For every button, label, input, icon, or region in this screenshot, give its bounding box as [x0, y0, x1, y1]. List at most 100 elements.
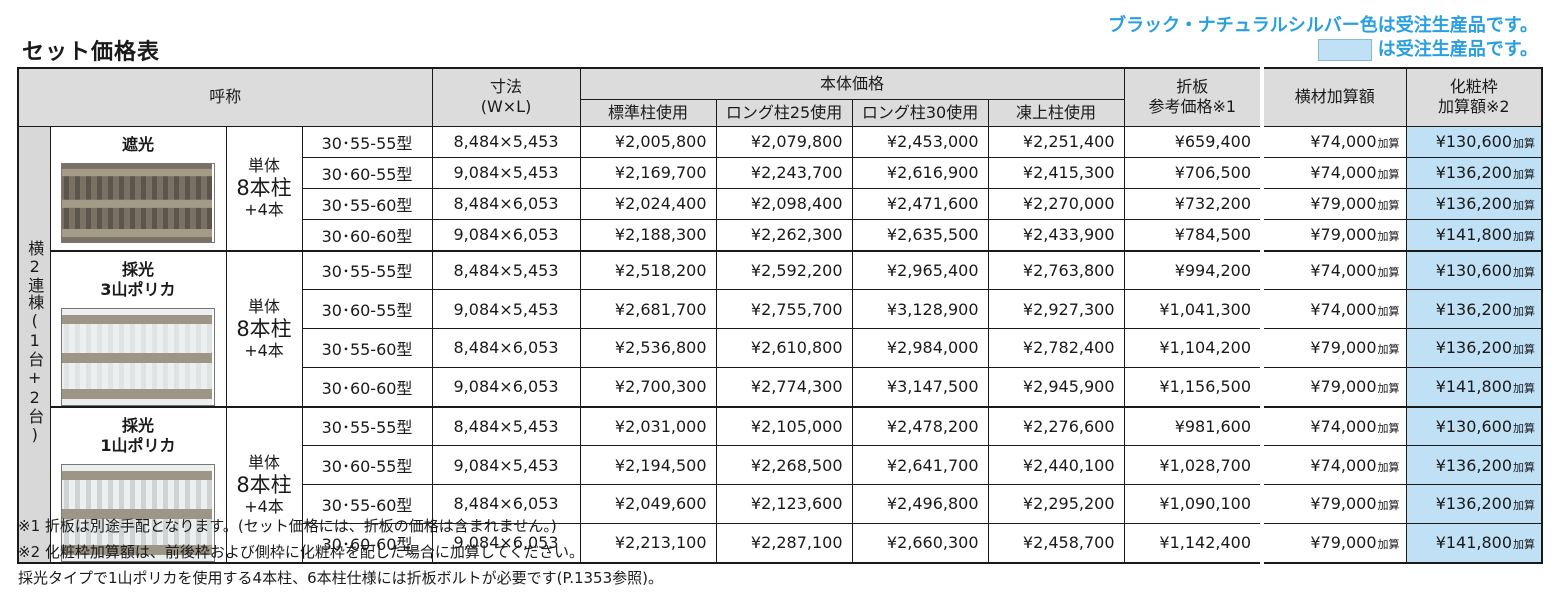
orioban-price-cell: ¥1,028,700: [1123, 445, 1263, 485]
kesho-add-cell: ¥141,800加算: [1405, 218, 1543, 251]
kesho-add-cell: ¥136,200加算: [1405, 289, 1543, 329]
kesho-add-cell: ¥136,200加算: [1405, 327, 1543, 368]
price-long30-cell: ¥2,660,300: [851, 522, 989, 564]
type-cell: 採光 3山ポリカ: [49, 250, 227, 407]
model-cell: 30･60-60型: [301, 522, 433, 564]
posts-cell: 単体 8本柱 +4本: [225, 250, 303, 407]
kesho-add-value: ¥141,800: [1435, 533, 1513, 553]
price-frost-cell: ¥2,276,600: [987, 405, 1125, 447]
add-suffix: 加算: [1513, 382, 1536, 396]
orioban-price-cell: ¥1,156,500: [1123, 366, 1263, 408]
price-standard-cell: ¥2,024,400: [579, 187, 717, 220]
table-row: 30･60-60型 9,084×6,053 ¥2,700,300 ¥2,774,300…: [18, 366, 1543, 408]
kesho-add-value: ¥130,600: [1435, 416, 1513, 436]
add-suffix: 加算: [1513, 421, 1536, 435]
notice-line-2: は受注生産品です。: [1377, 39, 1538, 60]
dimension-cell: 8,484×6,053: [431, 327, 581, 368]
header-col-frost: 凍上柱使用: [987, 98, 1125, 127]
kesho-add-value: ¥136,200: [1435, 194, 1513, 213]
header-orioban-line2: 参考価格※1: [1148, 97, 1237, 117]
dimension-cell: 9,084×6,053: [431, 218, 581, 251]
yokozai-add-value: ¥79,000: [1310, 377, 1377, 397]
price-standard-cell: ¥2,031,000: [579, 405, 717, 447]
posts-line2: 8本柱: [236, 176, 292, 200]
kesho-add-cell: ¥141,800加算: [1405, 522, 1543, 564]
add-suffix: 加算: [1513, 199, 1536, 212]
price-long25-cell: ¥2,774,300: [715, 366, 853, 408]
yokozai-add-cell: ¥74,000加算: [1260, 156, 1407, 189]
add-suffix: 加算: [1377, 343, 1400, 357]
price-table: 呼称 寸法 (W×L) 本体価格 折板 参考価格※1 横材加算額 化粧枠 加算額…: [17, 67, 1544, 564]
add-suffix: 加算: [1513, 230, 1536, 243]
kesho-add-cell: ¥130,600加算: [1405, 125, 1543, 158]
dimension-cell: 9,084×5,453: [431, 156, 581, 189]
kesho-add-cell: ¥136,200加算: [1405, 156, 1543, 189]
yokozai-add-value: ¥74,000: [1310, 416, 1377, 436]
price-long25-cell: ¥2,268,500: [715, 445, 853, 485]
price-long30-cell: ¥3,128,900: [851, 289, 989, 329]
kesho-add-value: ¥136,200: [1435, 455, 1513, 475]
add-suffix: 加算: [1377, 382, 1400, 396]
yokozai-add-value: ¥74,000: [1310, 163, 1377, 182]
price-long30-cell: ¥2,641,700: [851, 445, 989, 485]
carport-photo: [61, 463, 215, 562]
dimension-cell: 8,484×5,453: [431, 125, 581, 158]
table-row: 採光 3山ポリカ 単体 8本柱 +4本 30･55-55型 8,484×5,453 ¥2,5…: [18, 249, 1543, 407]
yokozai-add-cell: ¥74,000加算: [1260, 405, 1407, 447]
group-label: 横2連棟(1台+2台): [25, 239, 45, 445]
kesho-add-cell: ¥136,200加算: [1405, 445, 1543, 485]
orioban-price-cell: ¥659,400: [1123, 125, 1263, 158]
yokozai-add-value: ¥79,000: [1310, 225, 1377, 244]
note-3: 採光タイプで1山ポリカを使用する4本柱、6本柱仕様には折板ボルトが必要です(P.…: [18, 569, 663, 587]
price-long25-cell: ¥2,755,700: [715, 289, 853, 329]
price-standard-cell: ¥2,188,300: [579, 218, 717, 251]
price-long30-cell: ¥2,471,600: [851, 187, 989, 220]
yokozai-add-cell: ¥79,000加算: [1260, 483, 1407, 524]
kesho-add-value: ¥130,600: [1435, 260, 1513, 280]
header-kesho: 化粧枠 加算額※2: [1405, 67, 1543, 127]
price-frost-cell: ¥2,440,100: [987, 445, 1125, 485]
orioban-price-cell: ¥981,600: [1123, 405, 1263, 447]
header-col-standard: 標準柱使用: [579, 98, 717, 127]
yokozai-add-value: ¥74,000: [1310, 260, 1377, 280]
header-orioban-line1: 折板: [1176, 77, 1209, 97]
orioban-price-cell: ¥1,041,300: [1123, 289, 1263, 329]
dimension-cell: 8,484×6,053: [431, 187, 581, 220]
header-size-line1: 寸法: [490, 77, 523, 97]
header-size: 寸法 (W×L): [431, 67, 581, 127]
header-col-long30: ロング柱30使用: [851, 98, 989, 127]
add-suffix: 加算: [1377, 538, 1400, 552]
model-cell: 30･60-60型: [301, 366, 433, 408]
yokozai-add-value: ¥74,000: [1310, 455, 1377, 475]
price-frost-cell: ¥2,415,300: [987, 156, 1125, 189]
price-standard-cell: ¥2,005,800: [579, 125, 717, 158]
orioban-price-cell: ¥784,500: [1123, 218, 1263, 251]
price-frost-cell: ¥2,251,400: [987, 125, 1125, 158]
kesho-add-value: ¥136,200: [1435, 299, 1513, 319]
table-row: 採光 1山ポリカ 単体 8本柱 +4本 30･55-55型 8,484×5,453 ¥2,0…: [18, 405, 1543, 563]
note-1: ※1 折板は別途手配となります。(セット価格には、折板の価格は含まれません。): [18, 517, 557, 535]
type-name: 採光 3山ポリカ: [100, 259, 176, 299]
orioban-price-cell: ¥994,200: [1123, 249, 1263, 291]
yokozai-add-value: ¥74,000: [1310, 132, 1377, 151]
kesho-add-value: ¥136,200: [1435, 163, 1513, 182]
price-long25-cell: ¥2,098,400: [715, 187, 853, 220]
price-standard-cell: ¥2,169,700: [579, 156, 717, 189]
header-body-price: 本体価格: [579, 67, 1125, 100]
add-suffix: 加算: [1513, 499, 1536, 513]
posts-cell: 単体 8本柱 +4本: [225, 125, 303, 251]
type-cell: 採光 1山ポリカ: [49, 406, 227, 563]
dimension-cell: 9,084×5,453: [431, 445, 581, 485]
price-long30-cell: ¥2,616,900: [851, 156, 989, 189]
orioban-price-cell: ¥1,142,400: [1123, 522, 1263, 564]
posts-line3: +4本: [244, 340, 284, 360]
add-suffix: 加算: [1377, 499, 1400, 513]
price-long30-cell: ¥3,147,500: [851, 366, 989, 408]
orioban-price-cell: ¥1,090,100: [1123, 483, 1263, 524]
orioban-price-cell: ¥706,500: [1123, 156, 1263, 189]
add-suffix: 加算: [1377, 168, 1400, 181]
price-long30-cell: ¥2,478,200: [851, 405, 989, 447]
page-title: セット価格表: [22, 40, 161, 65]
add-suffix: 加算: [1377, 460, 1400, 474]
price-frost-cell: ¥2,270,000: [987, 187, 1125, 220]
